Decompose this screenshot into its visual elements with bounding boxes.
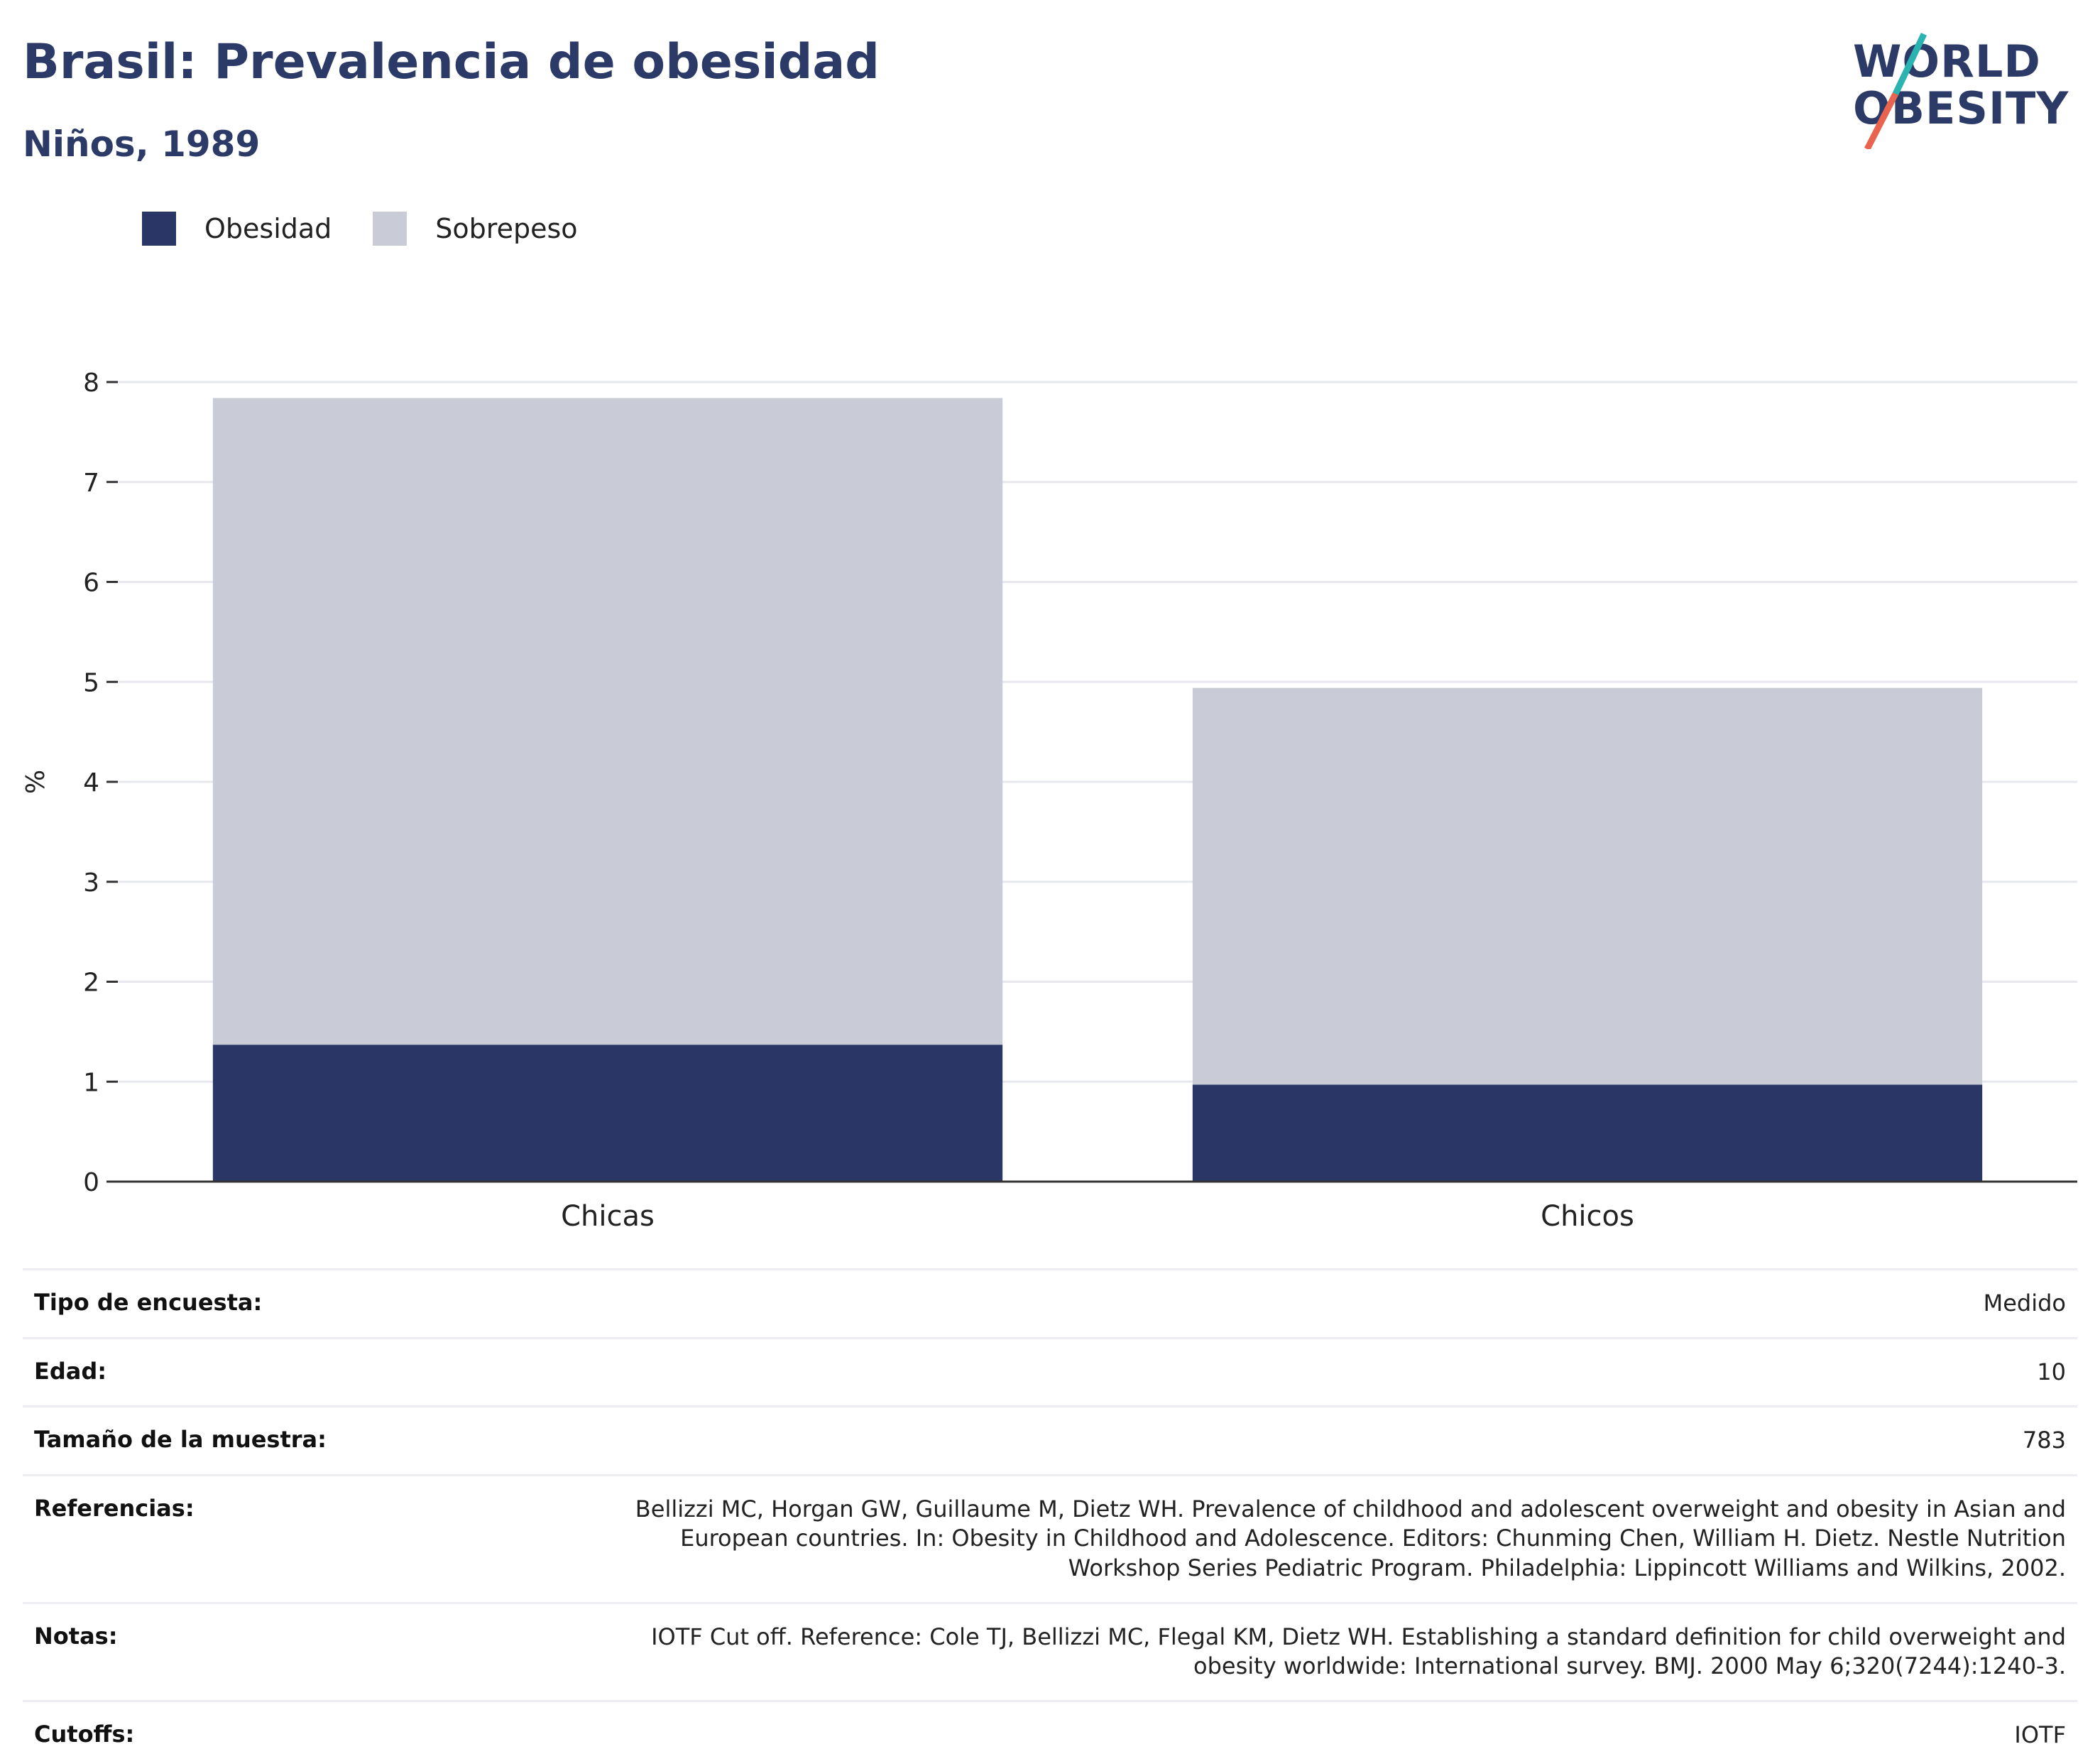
chart-subtitle: Niños, 1989 [23,124,261,165]
y-tick-label: 5 [83,668,99,697]
legend-item-obesidad[interactable]: Obesidad [142,212,332,246]
info-key: Edad: [34,1357,107,1385]
y-tick-label: 1 [83,1068,99,1097]
logo-word-1: WORLD [1853,36,2041,87]
info-key: Tipo de encuesta: [34,1289,263,1316]
y-tick-label: 2 [83,969,99,998]
bar-obesidad-chicos [1192,1084,1983,1182]
logo-slash-icon [1864,33,1927,149]
info-key: Notas: [34,1622,118,1650]
info-table: Tipo de encuesta: Medido Edad: 10 Tamaño… [23,1268,2077,1749]
info-row-age: Edad: 10 [23,1336,2077,1406]
y-tick-label: 6 [83,569,99,598]
info-row-survey-type: Tipo de encuesta: Medido [23,1268,2077,1337]
info-value: 10 [2037,1358,2066,1385]
info-row-cutoffs: Cutoffs: IOTF [23,1699,2077,1749]
bar-sobrepeso-chicas [212,398,1003,1045]
info-row-references: Referencias: Bellizzi MC, Horgan GW, Gui… [23,1473,2077,1602]
info-row-sample-size: Tamaño de la muestra: 783 [23,1405,2077,1474]
info-key: Referencias: [34,1494,195,1522]
legend-label-sobrepeso: Sobrepeso [435,213,578,244]
info-key: Tamaño de la muestra: [34,1426,327,1454]
chart-legend: Obesidad Sobrepeso [142,212,619,246]
info-value: Bellizzi MC, Horgan GW, Guillaume M, Die… [635,1495,2066,1581]
info-row-notes: Notas: IOTF Cut off. Reference: Cole TJ,… [23,1601,2077,1700]
info-value: 783 [2022,1427,2066,1454]
legend-swatch-obesidad [142,212,176,246]
y-tick-label: 3 [83,868,99,898]
logo-slash-coral [1864,92,1899,149]
info-value: IOTF [2014,1721,2066,1748]
world-obesity-logo: WORLD OBESITY [1846,28,2073,149]
stacked-bar-chart: 0 1 2 3 4 5 6 7 8% Chicas Chicos [21,369,2077,1228]
y-tick-label: 4 [83,768,99,797]
info-value: Medido [1983,1290,2066,1317]
info-value: IOTF Cut off. Reference: Cole TJ, Belliz… [651,1623,2066,1680]
x-category-label: Chicos [1541,1200,1634,1228]
chart-title: Brasil: Prevalencia de obesidad [23,34,880,90]
y-axis-title: % [21,770,50,794]
legend-label-obesidad: Obesidad [204,213,332,244]
y-tick-label: 7 [83,469,99,498]
bar-sobrepeso-chicos [1192,687,1983,1085]
x-category-label: Chicas [561,1200,655,1228]
legend-item-sobrepeso[interactable]: Sobrepeso [373,212,578,246]
logo-slash-teal [1892,33,1927,95]
bar-obesidad-chicas [212,1045,1003,1182]
info-key: Cutoffs: [34,1720,135,1748]
y-tick-label: 0 [83,1168,99,1197]
y-tick-label: 8 [83,369,99,398]
legend-swatch-sobrepeso [373,212,408,246]
